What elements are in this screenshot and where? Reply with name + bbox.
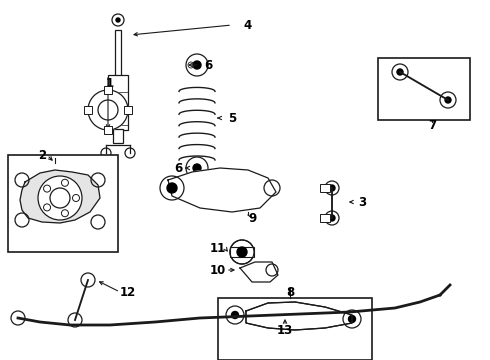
Circle shape [61,210,69,217]
Circle shape [88,90,128,130]
Circle shape [44,204,50,211]
Polygon shape [240,262,278,282]
Text: 11: 11 [210,242,226,255]
Circle shape [397,69,403,75]
Bar [230,247,254,257]
Bar [115,30,121,100]
Polygon shape [168,168,276,212]
Text: 6: 6 [174,162,182,175]
Bar [378,58,470,120]
Circle shape [98,100,118,120]
Text: 6: 6 [204,59,212,72]
Circle shape [116,18,120,22]
Text: 1: 1 [106,77,114,90]
Circle shape [38,176,82,220]
Text: 12: 12 [120,285,136,298]
Circle shape [73,194,79,202]
Circle shape [348,315,356,323]
Polygon shape [246,302,352,330]
Circle shape [193,164,201,172]
Bar [320,184,330,192]
Bar [84,106,92,114]
Polygon shape [20,170,100,223]
Circle shape [329,215,335,221]
Bar [320,214,330,222]
Circle shape [61,179,69,186]
Bar [124,106,132,114]
Circle shape [231,311,239,319]
Bar [113,129,123,143]
Circle shape [44,185,50,192]
Bar [218,298,372,360]
Text: 7: 7 [428,118,436,131]
Circle shape [193,61,201,69]
Text: 3: 3 [358,195,366,208]
Circle shape [237,247,247,257]
Text: 4: 4 [244,18,252,32]
Text: 5: 5 [228,112,236,125]
Bar [108,75,128,130]
Bar [104,126,112,134]
Circle shape [167,183,177,193]
Circle shape [329,185,335,191]
Circle shape [50,188,70,208]
Text: 10: 10 [210,264,226,276]
Text: 8: 8 [286,287,294,300]
Bar [8,155,118,252]
Text: 13: 13 [277,324,293,337]
Text: 9: 9 [248,212,256,225]
Circle shape [230,240,254,264]
Text: 2: 2 [38,149,46,162]
Bar [104,86,112,94]
Circle shape [445,97,451,103]
